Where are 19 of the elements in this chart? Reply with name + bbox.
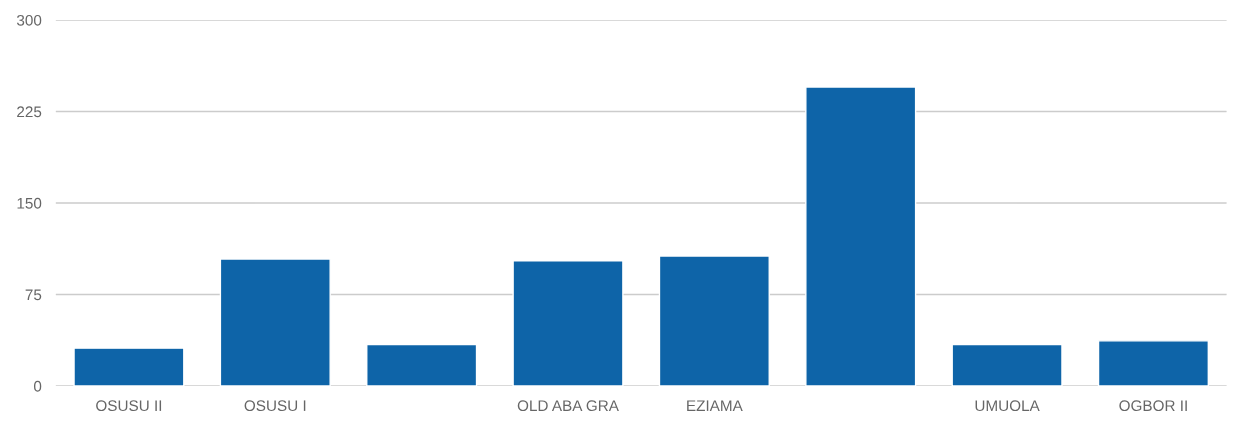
x-tick-label: EZIAMA bbox=[687, 400, 743, 411]
x-tick-label: UMUOLA bbox=[975, 400, 1040, 412]
x-tick-label: OGBOR II bbox=[1119, 400, 1187, 412]
x-tick-label: OSUSU I bbox=[244, 400, 306, 412]
y-tick-label: 0 bbox=[33, 380, 42, 392]
bar bbox=[658, 255, 770, 386]
bar bbox=[1097, 340, 1210, 386]
x-tick-label: OLD ABA GRA bbox=[517, 400, 619, 412]
bar bbox=[512, 260, 624, 386]
x-tick-label: OSUSU II bbox=[96, 400, 162, 412]
y-tick-label: 150 bbox=[17, 197, 42, 209]
bar bbox=[73, 347, 185, 386]
bar bbox=[951, 343, 1063, 386]
y-tick-label: 75 bbox=[25, 289, 42, 301]
bar bbox=[366, 343, 478, 386]
bar bbox=[219, 258, 331, 386]
bar bbox=[805, 86, 917, 386]
y-tick-label: 225 bbox=[17, 106, 42, 118]
y-tick-label: 300 bbox=[16, 14, 42, 26]
